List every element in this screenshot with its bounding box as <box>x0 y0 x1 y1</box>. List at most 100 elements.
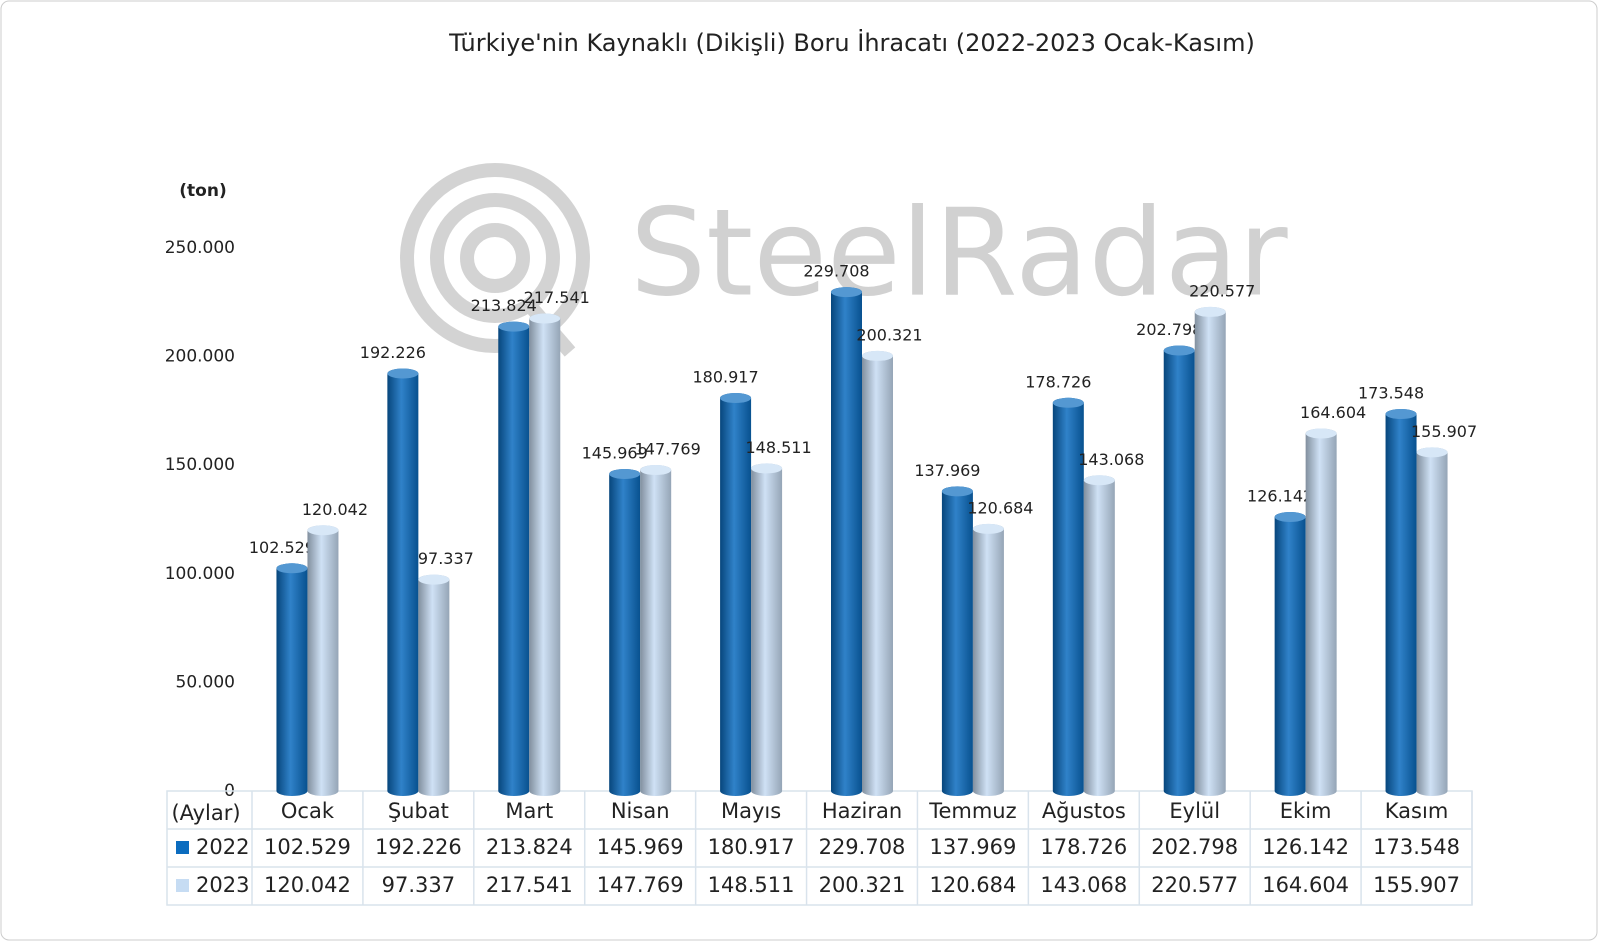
legend-swatch <box>176 841 189 854</box>
table-cell: 120.684 <box>929 873 1016 897</box>
value-label: 164.604 <box>1300 403 1366 422</box>
bar-cap <box>387 368 419 379</box>
x-tick-label: Ekim <box>1280 799 1332 823</box>
value-label: 145.969 <box>582 443 648 462</box>
table-cell: 102.529 <box>264 835 351 859</box>
x-tick-label: Mart <box>505 799 553 823</box>
value-label: 202.798 <box>1136 320 1202 339</box>
bar-cap <box>751 463 783 474</box>
table-cell: 220.577 <box>1151 873 1238 897</box>
bar <box>720 393 752 796</box>
y-tick-label: 150.000 <box>165 455 235 475</box>
bar <box>1416 447 1448 796</box>
bar-cap <box>1052 397 1084 408</box>
bar-cap <box>498 321 530 332</box>
bar-cap <box>831 287 862 298</box>
bar <box>418 574 450 796</box>
x-tick-label: Ocak <box>281 799 335 823</box>
y-tick-label: 50.000 <box>176 672 235 692</box>
bar <box>1274 512 1306 796</box>
bar-cap <box>1274 512 1306 523</box>
value-label: 180.917 <box>693 368 759 387</box>
table-cell: 180.917 <box>708 835 795 859</box>
bar-cap <box>418 574 450 585</box>
bar <box>862 350 893 796</box>
value-label: 213.824 <box>471 296 537 315</box>
x-tick-label: Şubat <box>388 799 449 823</box>
bar <box>941 486 973 796</box>
table-cell: 148.511 <box>708 873 795 897</box>
bar-cap <box>862 350 893 361</box>
table-header: (Aylar) <box>171 801 240 825</box>
bar <box>387 368 419 796</box>
value-label: 155.907 <box>1411 422 1477 441</box>
value-label: 229.708 <box>803 262 869 281</box>
bar <box>640 465 672 796</box>
table-cell: 147.769 <box>597 873 684 897</box>
value-label: 143.068 <box>1078 450 1144 469</box>
bar <box>1052 397 1084 796</box>
bar-cap <box>972 523 1004 534</box>
table-cell: 173.548 <box>1373 835 1460 859</box>
value-label: 97.337 <box>418 549 474 568</box>
value-label: 220.577 <box>1189 281 1255 300</box>
bar <box>1305 428 1337 796</box>
value-label: 148.511 <box>746 438 812 457</box>
value-label: 173.548 <box>1358 384 1424 403</box>
bar-cap <box>1416 447 1448 458</box>
bar-cap <box>1083 475 1115 486</box>
y-axis-label: (ton) <box>179 181 226 201</box>
legend-swatch <box>176 879 189 892</box>
table-cell: 145.969 <box>597 835 684 859</box>
table-cell: 200.321 <box>819 873 906 897</box>
bar <box>831 287 862 796</box>
bar-cap <box>640 465 672 476</box>
bar <box>529 313 561 796</box>
bar <box>1194 306 1226 796</box>
x-tick-label: Haziran <box>822 799 902 823</box>
table-cell: 217.541 <box>486 873 573 897</box>
value-label: 200.321 <box>856 325 922 344</box>
x-tick-label: Temmuz <box>928 799 1016 823</box>
x-tick-label: Ağustos <box>1042 799 1126 823</box>
table-cell: 137.969 <box>929 835 1016 859</box>
x-tick-label: Eylül <box>1169 799 1220 823</box>
table-cell: 97.337 <box>382 873 455 897</box>
value-label: 120.042 <box>302 500 368 519</box>
table-cell: 143.068 <box>1040 873 1127 897</box>
y-tick-label: 250.000 <box>165 238 235 258</box>
table-cell: 120.042 <box>264 873 351 897</box>
value-label: 137.969 <box>914 461 980 480</box>
bar-cap <box>1163 345 1195 356</box>
bar <box>1163 345 1195 796</box>
bar <box>972 523 1004 796</box>
table-cell: 155.907 <box>1373 873 1460 897</box>
value-label: 120.684 <box>967 498 1033 517</box>
value-label: 126.142 <box>1247 487 1313 506</box>
table-cell: 202.798 <box>1151 835 1238 859</box>
table-cell: 126.142 <box>1262 835 1349 859</box>
table-cell: 213.824 <box>486 835 573 859</box>
table-cell: 178.726 <box>1040 835 1127 859</box>
bar <box>307 525 339 796</box>
table-cell: 229.708 <box>819 835 906 859</box>
value-label: 147.769 <box>635 440 701 459</box>
chart-title: Türkiye'nin Kaynaklı (Dikişli) Boru İhra… <box>448 28 1255 57</box>
bar <box>751 463 783 796</box>
y-tick-label: 100.000 <box>165 564 235 584</box>
bar <box>1083 475 1115 796</box>
bar <box>1385 409 1417 796</box>
legend-label: 2023 <box>196 873 249 897</box>
x-tick-label: Mayıs <box>721 799 781 823</box>
x-tick-label: Nisan <box>611 799 670 823</box>
y-tick-label: 200.000 <box>165 347 235 367</box>
watermark: SteelRadar <box>630 185 1288 324</box>
legend-label: 2022 <box>196 835 249 859</box>
bar-cap <box>941 486 973 497</box>
bar <box>498 321 530 796</box>
table-cell: 164.604 <box>1262 873 1349 897</box>
bar-cap <box>1305 428 1337 439</box>
bar-cap <box>307 525 339 536</box>
